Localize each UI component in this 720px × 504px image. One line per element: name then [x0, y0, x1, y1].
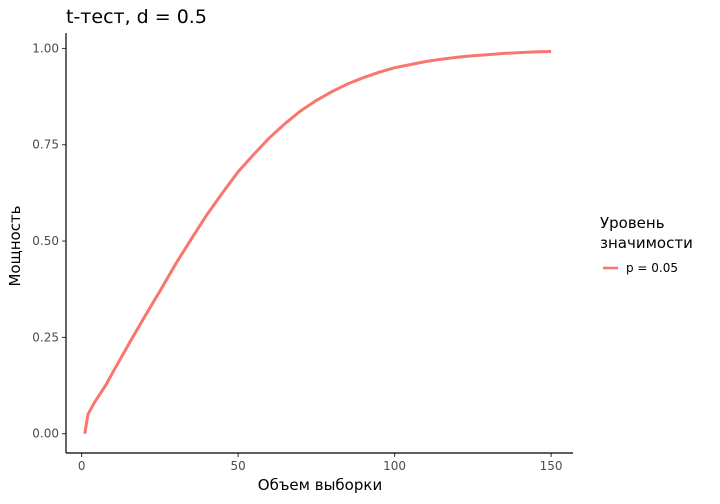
x-tick-label: 150 — [540, 459, 563, 473]
x-tick-label: 0 — [78, 459, 86, 473]
legend-label: p = 0.05 — [626, 261, 678, 275]
y-tick-label: 0.50 — [32, 234, 59, 248]
y-tick-label: 0.25 — [32, 330, 59, 344]
legend-title-line-1: Уровень — [600, 214, 665, 232]
x-axis-ticks: 0 50 100 150 — [78, 453, 563, 473]
x-tick-label: 100 — [383, 459, 406, 473]
x-tick-label: 50 — [230, 459, 245, 473]
y-axis-ticks: 0.00 0.25 0.50 0.75 1.00 — [32, 41, 66, 441]
legend-title-line-2: значимости — [600, 234, 693, 252]
y-axis-title: Мощность — [6, 205, 24, 286]
chart-title: t-тест, d = 0.5 — [66, 6, 207, 28]
y-tick-label: 0.00 — [32, 427, 59, 441]
plot-area: 0.00 0.25 0.50 0.75 1.00 0 50 100 150 — [32, 33, 573, 473]
y-tick-label: 0.75 — [32, 138, 59, 152]
y-tick-label: 1.00 — [32, 41, 59, 55]
x-axis-title: Объем выборки — [258, 476, 382, 494]
series-layer — [83, 50, 552, 434]
series-line — [83, 50, 552, 434]
legend: Уровень значимости p = 0.05 — [600, 214, 693, 275]
